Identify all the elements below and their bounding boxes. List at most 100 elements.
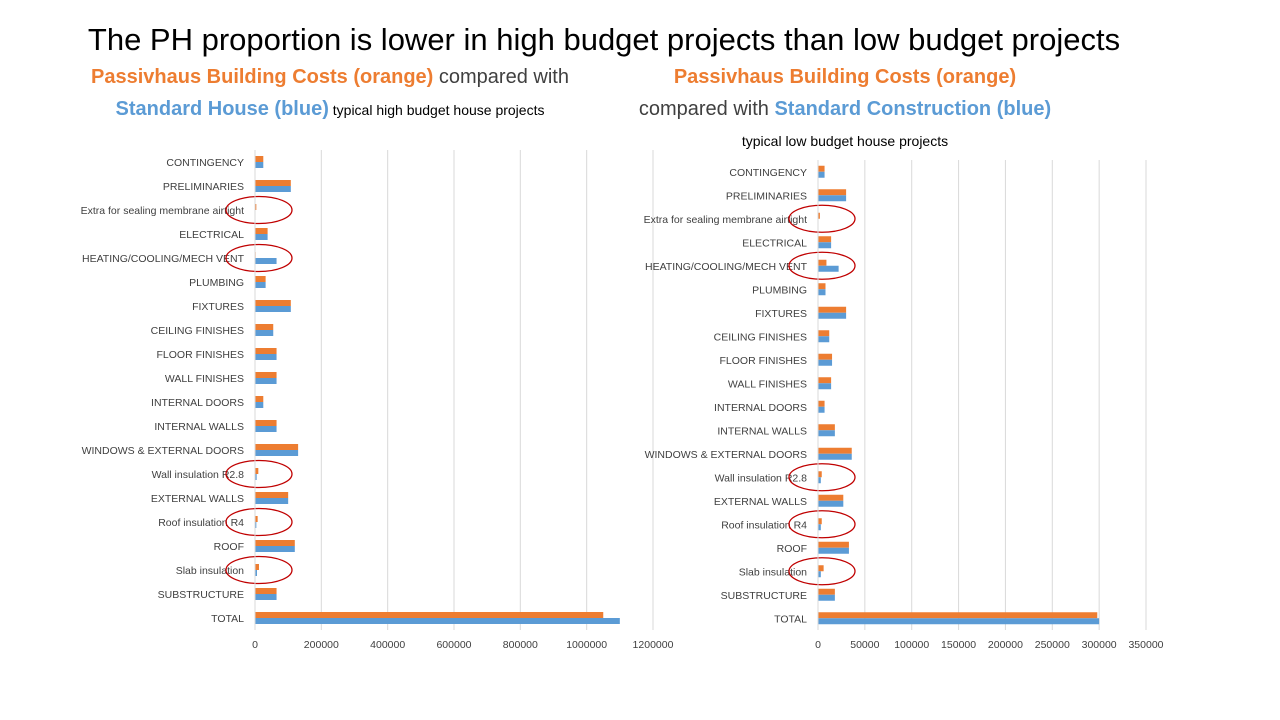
right-bar-standard-substructure bbox=[818, 594, 835, 601]
left-x-tick-label: 1000000 bbox=[566, 639, 607, 651]
right-bar-standard-windows-external-doors bbox=[818, 453, 852, 460]
left-category-label: HEATING/COOLING/MECH VENT bbox=[82, 253, 245, 265]
right-bar-standard-heating-cooling-mech-vent bbox=[818, 265, 839, 272]
right-category-label: FIXTURES bbox=[755, 308, 807, 320]
left-category-label: PRELIMINARIES bbox=[163, 181, 244, 193]
right-x-tick-label: 0 bbox=[815, 639, 821, 651]
right-heading-small: typical low budget house projects bbox=[741, 133, 949, 149]
left-bar-passivhaus-electrical bbox=[255, 228, 268, 234]
right-category-label: CEILING FINISHES bbox=[714, 331, 807, 343]
left-bar-standard-preliminaries bbox=[255, 186, 291, 192]
right-bar-passivhaus-total bbox=[818, 612, 1098, 619]
left-highlight-circle-slab-insulation bbox=[225, 555, 293, 585]
right-bar-passivhaus-windows-external-doors bbox=[818, 447, 852, 454]
right-bar-standard-roof-insulation-r4 bbox=[818, 524, 821, 531]
right-highlight-circle-heating-cooling-mech-vent bbox=[788, 251, 856, 280]
right-bar-passivhaus-substructure bbox=[818, 588, 835, 595]
right-heading-mid: compared with bbox=[638, 98, 775, 120]
left-heading-small: typical high budget house projects bbox=[328, 102, 545, 118]
right-bar-standard-contingency bbox=[818, 171, 825, 178]
right-bar-standard-wall-finishes bbox=[818, 383, 832, 390]
right-heading-orange: Passivhaus Building Costs (orange) bbox=[673, 66, 1017, 88]
left-category-label: Wall insulation R2.8 bbox=[152, 469, 245, 481]
right-category-label: INTERNAL DOORS bbox=[714, 402, 807, 414]
right-bar-passivhaus-extra-for-sealing-membrane-airtight bbox=[818, 212, 820, 219]
right-bar-standard-fixtures bbox=[818, 312, 847, 319]
left-bar-passivhaus-roof bbox=[255, 540, 295, 546]
left-bar-standard-floor-finishes bbox=[255, 354, 277, 360]
right-x-tick-label: 50000 bbox=[850, 639, 879, 651]
left-category-label: TOTAL bbox=[211, 613, 244, 625]
right-category-label: INTERNAL WALLS bbox=[717, 425, 807, 437]
left-category-label: Extra for sealing membrane airtight bbox=[81, 205, 244, 217]
right-bar-passivhaus-plumbing bbox=[818, 283, 826, 290]
right-heading-blue: Standard Construction (blue) bbox=[774, 98, 1052, 120]
left-heading-blue: Standard House (blue) bbox=[115, 98, 329, 120]
left-bar-passivhaus-wall-insulation-r2-8 bbox=[255, 468, 259, 474]
right-category-label: FLOOR FINISHES bbox=[719, 355, 807, 367]
left-bar-standard-windows-external-doors bbox=[255, 450, 299, 456]
left-bar-passivhaus-substructure bbox=[255, 588, 277, 594]
right-bar-passivhaus-wall-finishes bbox=[818, 377, 832, 384]
right-bar-standard-internal-walls bbox=[818, 430, 835, 437]
right-x-tick-label: 200000 bbox=[988, 639, 1023, 651]
left-bar-standard-internal-doors bbox=[255, 402, 264, 408]
left-bar-passivhaus-roof-insulation-r4 bbox=[255, 516, 258, 522]
right-x-tick-label: 300000 bbox=[1082, 639, 1117, 651]
left-bar-passivhaus-internal-walls bbox=[255, 420, 277, 426]
right-category-label: Wall insulation R2.8 bbox=[715, 472, 808, 484]
right-category-label: WINDOWS & EXTERNAL DOORS bbox=[645, 449, 807, 461]
right-bar-passivhaus-ceiling-finishes bbox=[818, 330, 830, 337]
left-bar-standard-slab-insulation bbox=[255, 570, 257, 576]
right-category-label: SUBSTRUCTURE bbox=[721, 590, 807, 602]
right-category-label: PRELIMINARIES bbox=[726, 190, 807, 202]
right-bar-standard-roof bbox=[818, 547, 849, 554]
left-category-label: ROOF bbox=[214, 541, 244, 553]
right-bar-standard-internal-doors bbox=[818, 406, 825, 413]
slide-title: The PH proportion is lower in high budge… bbox=[87, 22, 1121, 57]
right-bar-standard-ceiling-finishes bbox=[818, 336, 830, 343]
left-bar-passivhaus-windows-external-doors bbox=[255, 444, 299, 450]
right-chart-heading: Passivhaus Building Costs (orange) compar… bbox=[630, 62, 1060, 157]
left-bar-standard-substructure bbox=[255, 594, 277, 600]
left-highlight-circle-wall-insulation-r2-8 bbox=[225, 459, 293, 489]
left-bar-standard-plumbing bbox=[255, 282, 266, 288]
left-bar-standard-wall-finishes bbox=[255, 378, 277, 384]
left-x-tick-label: 0 bbox=[252, 639, 258, 651]
left-bar-standard-internal-walls bbox=[255, 426, 277, 432]
right-category-label: HEATING/COOLING/MECH VENT bbox=[645, 261, 808, 273]
right-category-label: ROOF bbox=[777, 543, 807, 555]
right-bar-standard-total bbox=[818, 618, 1100, 625]
right-bar-passivhaus-fixtures bbox=[818, 306, 847, 313]
left-category-label: SUBSTRUCTURE bbox=[158, 589, 244, 601]
left-bar-standard-roof bbox=[255, 546, 295, 552]
right-bar-passivhaus-preliminaries bbox=[818, 189, 847, 196]
left-bar-passivhaus-total bbox=[255, 612, 604, 618]
right-category-label: Slab insulation bbox=[739, 566, 807, 578]
left-highlight-circle-extra-for-sealing-membrane-airtight bbox=[225, 195, 293, 225]
right-x-tick-label: 250000 bbox=[1035, 639, 1070, 651]
left-bar-passivhaus-slab-insulation bbox=[255, 564, 259, 570]
right-highlight-circle-wall-insulation-r2-8 bbox=[788, 463, 856, 492]
left-x-tick-label: 1200000 bbox=[633, 639, 674, 651]
right-bar-standard-floor-finishes bbox=[818, 359, 833, 366]
left-bar-passivhaus-floor-finishes bbox=[255, 348, 277, 354]
left-category-label: ELECTRICAL bbox=[179, 229, 244, 241]
right-highlight-circle-roof-insulation-r4 bbox=[788, 510, 856, 539]
left-category-label: PLUMBING bbox=[189, 277, 244, 289]
left-x-tick-label: 800000 bbox=[503, 639, 538, 651]
left-bar-passivhaus-wall-finishes bbox=[255, 372, 277, 378]
left-highlight-circle-heating-cooling-mech-vent bbox=[225, 243, 293, 273]
left-category-label: FIXTURES bbox=[192, 301, 244, 313]
left-bar-standard-heating-cooling-mech-vent bbox=[255, 258, 277, 264]
right-category-label: PLUMBING bbox=[752, 284, 807, 296]
left-chart-heading: Passivhaus Building Costs (orange) compa… bbox=[70, 62, 590, 126]
left-category-label: CONTINGENCY bbox=[166, 157, 244, 169]
left-bar-passivhaus-preliminaries bbox=[255, 180, 291, 186]
left-bar-standard-total bbox=[255, 618, 620, 624]
right-highlight-circle-slab-insulation bbox=[788, 557, 856, 586]
right-bar-passivhaus-roof-insulation-r4 bbox=[818, 518, 822, 525]
right-bar-passivhaus-internal-doors bbox=[818, 400, 825, 407]
